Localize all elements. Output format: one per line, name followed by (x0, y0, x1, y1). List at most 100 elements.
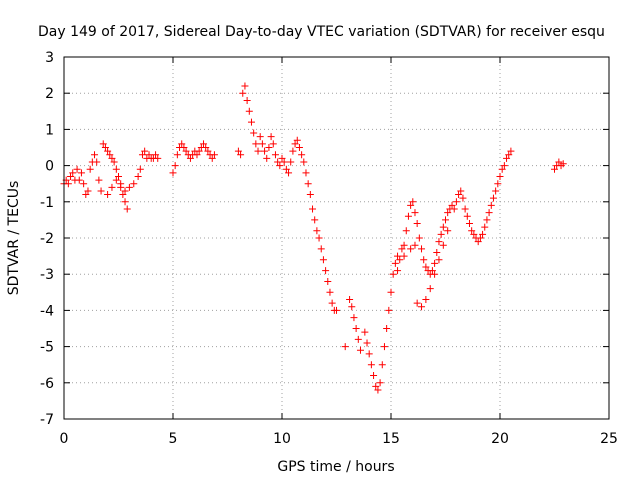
data-point (361, 328, 369, 336)
data-point (385, 306, 393, 314)
data-point (291, 140, 299, 148)
data-point (407, 201, 415, 209)
data-point (193, 151, 201, 159)
y-axis-title: SDTVAR / TECUs (6, 181, 22, 296)
data-point (138, 151, 146, 159)
data-point (134, 172, 142, 180)
data-point (400, 241, 408, 249)
data-point (182, 147, 190, 155)
data-point (411, 241, 419, 249)
data-point (298, 151, 306, 159)
data-point (93, 158, 101, 166)
y-tick-label: 1 (45, 122, 54, 138)
data-point (130, 180, 138, 188)
data-point (328, 299, 336, 307)
data-point (374, 386, 382, 394)
data-point (346, 296, 354, 304)
data-point (378, 361, 386, 369)
data-point (452, 198, 460, 206)
data-point (363, 339, 371, 347)
data-point (402, 227, 410, 235)
data-point (555, 158, 563, 166)
data-point (256, 133, 264, 141)
data-point (261, 147, 269, 155)
data-point (108, 154, 116, 162)
data-point (67, 172, 75, 180)
y-tick-label: -6 (40, 376, 54, 392)
data-point (354, 335, 362, 343)
data-point (309, 205, 317, 213)
data-point (439, 241, 447, 249)
data-point (110, 158, 118, 166)
data-point (125, 183, 133, 191)
y-tick-label: -7 (40, 412, 54, 428)
data-point (455, 191, 463, 199)
data-point (152, 151, 160, 159)
data-point (322, 267, 330, 275)
y-tick-label: -4 (40, 303, 54, 319)
data-point (350, 314, 358, 322)
data-point (483, 216, 491, 224)
data-point (115, 172, 122, 180)
data-point (505, 151, 513, 159)
data-point (444, 209, 452, 217)
data-point (433, 248, 441, 256)
y-tick-label: 2 (45, 86, 54, 102)
data-point (435, 238, 443, 246)
data-point (154, 154, 162, 162)
data-point (503, 154, 511, 162)
data-point (367, 361, 375, 369)
y-tick-label: -1 (40, 195, 54, 211)
data-point (457, 187, 465, 195)
data-point (136, 165, 144, 173)
data-point (333, 306, 340, 314)
data-point (400, 252, 408, 260)
data-point (267, 133, 275, 141)
data-point (468, 227, 476, 235)
data-point (302, 169, 310, 177)
data-point (202, 144, 210, 151)
data-point (459, 194, 467, 202)
data-point (435, 256, 443, 264)
data-point (411, 209, 419, 217)
data-point (210, 151, 218, 159)
data-point (442, 216, 449, 224)
x-tick-label: 0 (60, 431, 69, 447)
data-point (250, 129, 258, 137)
chart-title: Day 149 of 2017, Sidereal Day-to-day VTE… (38, 24, 605, 40)
data-point (383, 325, 391, 332)
data-point (285, 169, 293, 177)
data-point (444, 227, 452, 235)
data-point (287, 158, 295, 166)
data-point (252, 140, 260, 148)
data-point (418, 245, 426, 253)
data-point (245, 107, 253, 115)
data-point (404, 212, 412, 220)
data-point (186, 154, 194, 162)
data-point (274, 158, 282, 166)
data-point (450, 205, 458, 213)
y-tick-label: 3 (45, 50, 54, 66)
data-point (239, 89, 247, 97)
data-point (507, 147, 515, 155)
data-point (304, 180, 312, 188)
data-point (317, 245, 325, 253)
data-point (243, 96, 251, 104)
data-point (448, 201, 456, 209)
data-point (169, 169, 177, 177)
data-point (387, 288, 395, 296)
data-point (422, 263, 430, 271)
y-tick-label: -5 (40, 340, 54, 356)
data-point (376, 379, 384, 387)
data-point (280, 158, 288, 166)
data-point (289, 147, 297, 155)
data-point (370, 372, 378, 380)
data-point (500, 162, 508, 170)
data-point (485, 209, 493, 217)
data-point (173, 151, 181, 159)
data-point (73, 165, 81, 173)
y-tick-labels: 3 2 1 0 -1 -2 -3 -4 -5 -6 -7 (40, 50, 54, 428)
data-point (481, 223, 489, 231)
data-point (413, 299, 421, 307)
